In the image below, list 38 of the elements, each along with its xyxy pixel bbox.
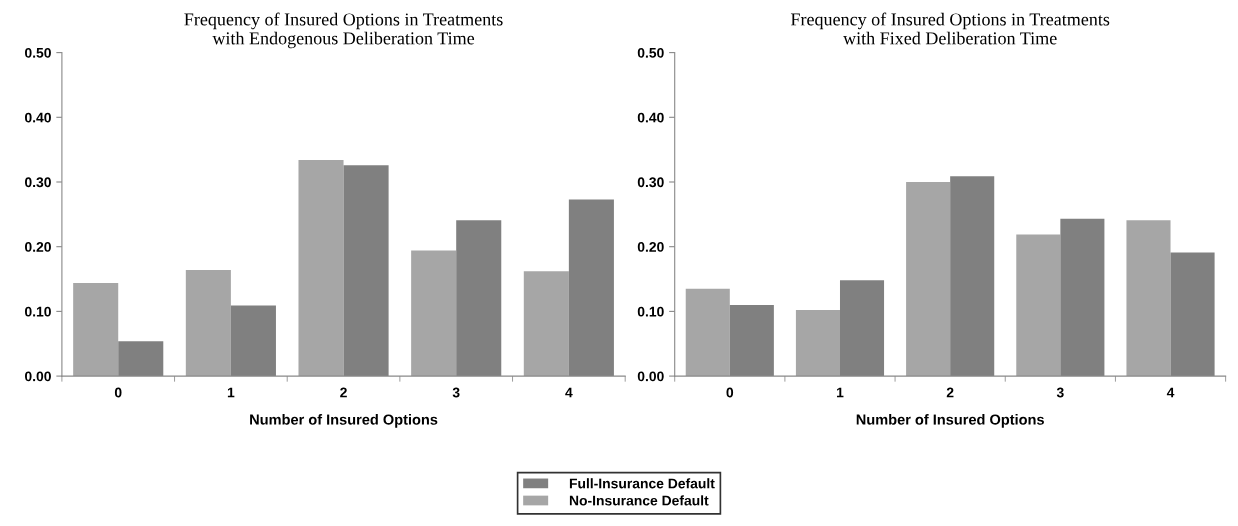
- y-tick-label: 0.00: [25, 371, 51, 382]
- x-tick-label: 4: [1166, 387, 1175, 398]
- y-tick-label: 0.50: [637, 47, 664, 58]
- y-tick-label: 0.30: [25, 177, 51, 188]
- x-tick-label: 2: [946, 387, 954, 398]
- x-axis-title: Number of Insured Options: [856, 414, 1044, 428]
- bar: [73, 282, 119, 377]
- y-tick-label: 0.20: [637, 242, 664, 252]
- bar: [1126, 220, 1171, 377]
- bar: [411, 250, 457, 377]
- bar: [523, 271, 569, 377]
- y-tick-label: 0.40: [637, 112, 664, 123]
- chart-title: Frequency of Insured Options in Treatments with Endogenous Deliberation Time: [184, 12, 503, 49]
- y-tick-label: 0.30: [637, 177, 664, 188]
- bar: [685, 288, 730, 377]
- chart-title: Frequency of Insured Options in Treatments with Fixed Deliberation Time: [790, 12, 1110, 45]
- x-tick-label: 4: [565, 387, 573, 398]
- x-tick-label: 3: [452, 387, 460, 398]
- y-tick-label: 0.40: [25, 112, 51, 123]
- x-tick-label: 2: [340, 387, 347, 398]
- y-tick-label: 0.20: [25, 242, 51, 252]
- y-tick-label: 0.00: [637, 371, 664, 382]
- x-tick-label: 1: [837, 387, 844, 398]
- y-tick-label: 0.10: [25, 306, 51, 317]
- bar: [906, 182, 951, 377]
- x-tick-label: 0: [114, 387, 122, 398]
- bar: [185, 269, 231, 377]
- y-tick-label: 0.50: [25, 47, 51, 58]
- y-tick-label: 0.10: [637, 306, 664, 317]
- bar: [795, 310, 840, 377]
- x-tick-label: 1: [227, 387, 235, 398]
- bar: [1016, 234, 1061, 377]
- legend-label: Full-Insurance Default: [569, 478, 715, 489]
- legend-label: No-Insurance Default: [569, 495, 709, 506]
- x-tick-label: 0: [726, 387, 734, 398]
- x-tick-label: 3: [1056, 387, 1064, 398]
- bar: [298, 160, 344, 377]
- x-axis-title: Number of Insured Options: [250, 414, 438, 428]
